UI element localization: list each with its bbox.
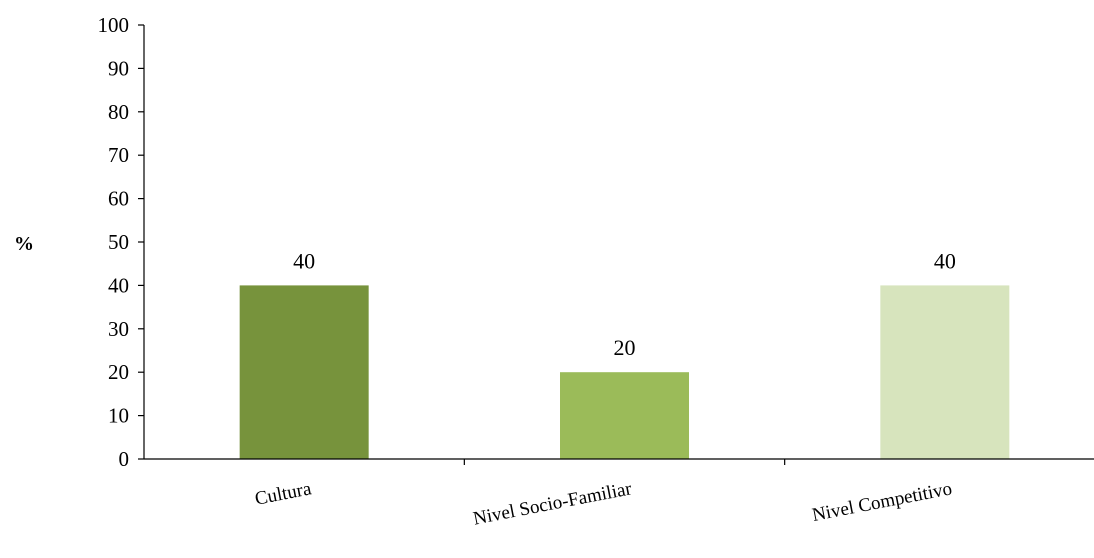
y-tick-label: 100: [98, 13, 130, 37]
y-tick-label: 0: [119, 447, 130, 471]
data-label: 40: [293, 248, 315, 273]
y-tick-label: 90: [108, 56, 129, 80]
x-tick-label: Cultura: [253, 478, 314, 510]
y-tick-label: 10: [108, 404, 129, 428]
bar: [560, 372, 689, 459]
y-tick-label: 70: [108, 143, 129, 167]
bar: [880, 285, 1010, 459]
x-tick-label: Nivel Competitivo: [810, 478, 953, 526]
data-label: 40: [934, 248, 956, 273]
data-labels: 40 20 40: [293, 248, 956, 360]
y-tick-label: 40: [108, 273, 129, 297]
y-tick-label: 20: [108, 360, 129, 384]
bars: [239, 285, 1010, 459]
x-tick-label: Nivel Socio-Familiar: [471, 478, 634, 529]
y-tick-label: 30: [108, 317, 129, 341]
y-tick-label: 50: [108, 230, 129, 254]
y-axis-ticks: 0 10 20 30 40 50 60 70 80 90 100: [98, 13, 144, 471]
x-axis-ticks: Cultura Nivel Socio-Familiar Nivel Competi…: [253, 459, 954, 530]
y-tick-label: 80: [108, 100, 129, 124]
y-tick-label: 60: [108, 187, 129, 211]
bar: [239, 285, 369, 459]
data-label: 20: [614, 335, 636, 360]
y-axis-label: %: [14, 233, 34, 255]
